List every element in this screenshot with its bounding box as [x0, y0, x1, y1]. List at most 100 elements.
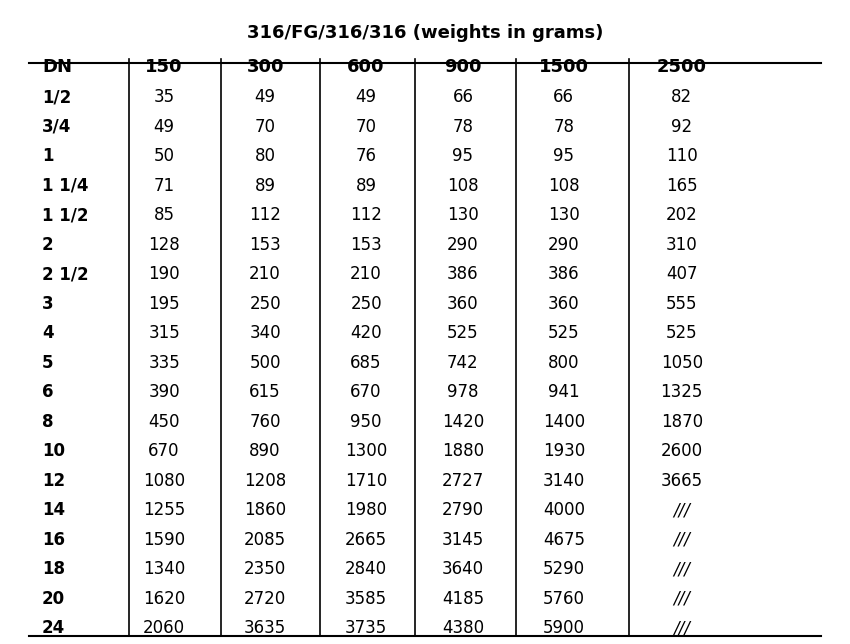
Text: 360: 360 [548, 295, 580, 313]
Text: 1930: 1930 [543, 442, 585, 460]
Text: 2600: 2600 [660, 442, 703, 460]
Text: 85: 85 [154, 206, 174, 224]
Text: 315: 315 [148, 324, 180, 342]
Text: 2500: 2500 [657, 57, 706, 75]
Text: 1050: 1050 [660, 354, 703, 372]
Text: 78: 78 [553, 118, 575, 136]
Text: 1710: 1710 [345, 471, 388, 489]
Text: 4: 4 [42, 324, 54, 342]
Text: 3665: 3665 [660, 471, 703, 489]
Text: 670: 670 [149, 442, 180, 460]
Text: 890: 890 [249, 442, 280, 460]
Text: 112: 112 [350, 206, 382, 224]
Text: 5290: 5290 [543, 560, 585, 578]
Text: 1590: 1590 [143, 531, 185, 549]
Text: 18: 18 [42, 560, 65, 578]
Text: 1980: 1980 [345, 501, 387, 519]
Text: 49: 49 [255, 88, 275, 106]
Text: 4185: 4185 [442, 590, 484, 608]
Text: 3: 3 [42, 295, 54, 313]
Text: 310: 310 [666, 236, 698, 254]
Text: 2727: 2727 [442, 471, 484, 489]
Text: 78: 78 [452, 118, 473, 136]
Text: 4380: 4380 [442, 619, 484, 637]
Text: 153: 153 [249, 236, 281, 254]
Text: 66: 66 [452, 88, 473, 106]
Text: 153: 153 [350, 236, 382, 254]
Text: 70: 70 [255, 118, 275, 136]
Text: 2790: 2790 [442, 501, 484, 519]
Text: 3/4: 3/4 [42, 118, 71, 136]
Text: 1325: 1325 [660, 383, 703, 401]
Text: 525: 525 [666, 324, 698, 342]
Text: 340: 340 [249, 324, 280, 342]
Text: 360: 360 [447, 295, 479, 313]
Text: 35: 35 [154, 88, 174, 106]
Text: 50: 50 [154, 147, 174, 166]
Text: 407: 407 [666, 265, 698, 283]
Text: 5760: 5760 [543, 590, 585, 608]
Text: 210: 210 [350, 265, 382, 283]
Text: 49: 49 [154, 118, 174, 136]
Text: 300: 300 [246, 57, 284, 75]
Text: 2840: 2840 [345, 560, 387, 578]
Text: 2085: 2085 [244, 531, 286, 549]
Text: 14: 14 [42, 501, 65, 519]
Text: 1400: 1400 [543, 413, 585, 431]
Text: 8: 8 [42, 413, 54, 431]
Text: 195: 195 [148, 295, 180, 313]
Text: 5: 5 [42, 354, 54, 372]
Text: 335: 335 [148, 354, 180, 372]
Text: 316/FG/316/316 (weights in grams): 316/FG/316/316 (weights in grams) [246, 24, 604, 43]
Text: 190: 190 [148, 265, 180, 283]
Text: 1 1/2: 1 1/2 [42, 206, 88, 224]
Text: 941: 941 [548, 383, 580, 401]
Text: 3635: 3635 [244, 619, 286, 637]
Text: 800: 800 [548, 354, 580, 372]
Text: 4675: 4675 [543, 531, 585, 549]
Text: 2060: 2060 [143, 619, 185, 637]
Text: 1: 1 [42, 147, 54, 166]
Text: 2665: 2665 [345, 531, 387, 549]
Text: 525: 525 [548, 324, 580, 342]
Text: ///: /// [673, 619, 690, 637]
Text: 128: 128 [148, 236, 180, 254]
Text: 150: 150 [145, 57, 183, 75]
Text: 525: 525 [447, 324, 479, 342]
Text: 108: 108 [548, 176, 580, 194]
Text: 615: 615 [249, 383, 280, 401]
Text: 386: 386 [447, 265, 479, 283]
Text: 386: 386 [548, 265, 580, 283]
Text: 10: 10 [42, 442, 65, 460]
Text: 12: 12 [42, 471, 65, 489]
Text: 92: 92 [672, 118, 692, 136]
Text: 450: 450 [149, 413, 180, 431]
Text: 16: 16 [42, 531, 65, 549]
Text: 66: 66 [553, 88, 575, 106]
Text: ///: /// [673, 560, 690, 578]
Text: 70: 70 [355, 118, 377, 136]
Text: 76: 76 [355, 147, 377, 166]
Text: 210: 210 [249, 265, 281, 283]
Text: 1208: 1208 [244, 471, 286, 489]
Text: 685: 685 [350, 354, 382, 372]
Text: 742: 742 [447, 354, 479, 372]
Text: 165: 165 [666, 176, 698, 194]
Text: 420: 420 [350, 324, 382, 342]
Text: 49: 49 [355, 88, 377, 106]
Text: 1870: 1870 [660, 413, 703, 431]
Text: 1420: 1420 [442, 413, 484, 431]
Text: 555: 555 [666, 295, 698, 313]
Text: 130: 130 [548, 206, 580, 224]
Text: 1860: 1860 [244, 501, 286, 519]
Text: ///: /// [673, 590, 690, 608]
Text: DN: DN [42, 57, 72, 75]
Text: 3585: 3585 [345, 590, 387, 608]
Text: 82: 82 [672, 88, 692, 106]
Text: 80: 80 [255, 147, 275, 166]
Text: 130: 130 [447, 206, 479, 224]
Text: 20: 20 [42, 590, 65, 608]
Text: 1300: 1300 [345, 442, 388, 460]
Text: 1 1/4: 1 1/4 [42, 176, 88, 194]
Text: 760: 760 [249, 413, 280, 431]
